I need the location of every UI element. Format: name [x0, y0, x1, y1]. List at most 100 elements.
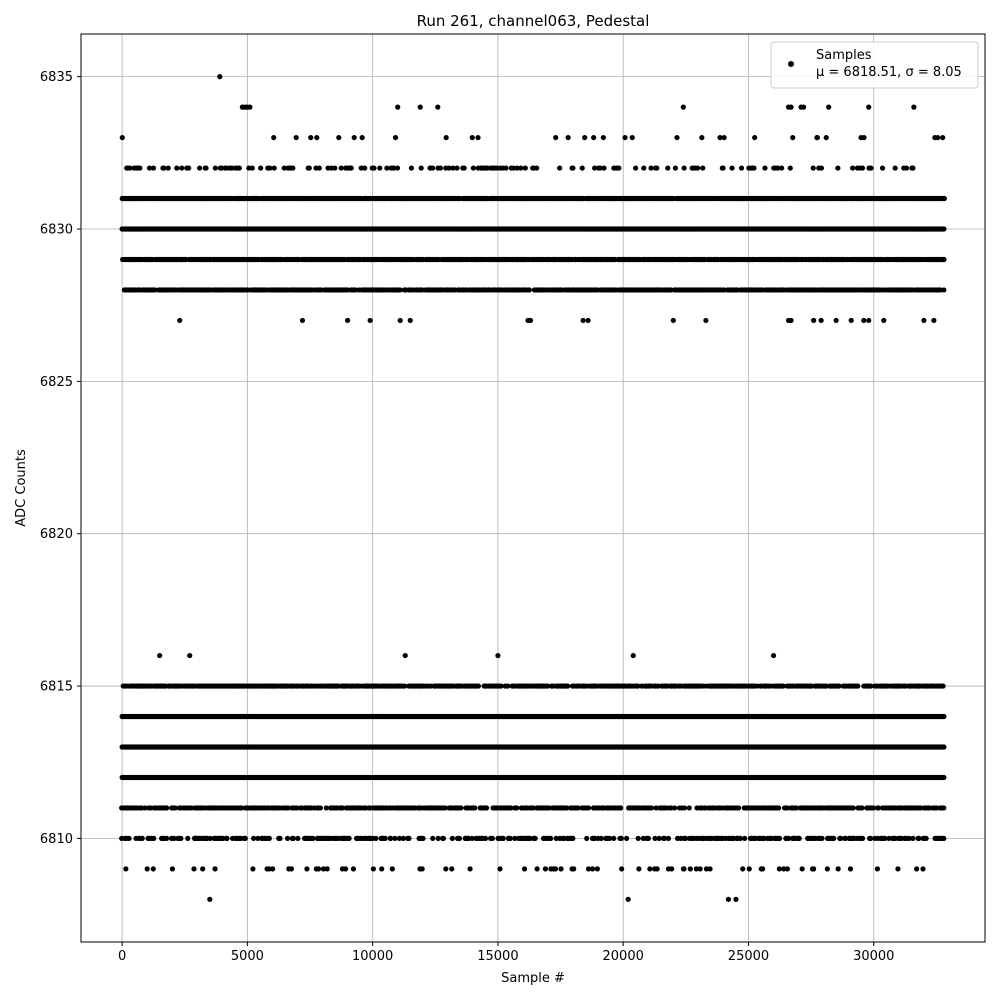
data-point [571, 866, 577, 872]
data-point [796, 835, 802, 842]
data-point [881, 317, 887, 324]
data-point [435, 835, 441, 842]
data-point [514, 805, 520, 811]
data-point [672, 805, 678, 811]
data-point [653, 805, 659, 811]
data-point [737, 835, 743, 842]
data-point [285, 805, 291, 811]
data-point [185, 835, 191, 842]
data-point [420, 835, 426, 842]
data-point [388, 835, 394, 842]
data-point [344, 317, 351, 324]
data-point [742, 835, 748, 842]
data-point [707, 866, 713, 872]
data-point [598, 835, 604, 842]
data-point [590, 866, 596, 872]
data-point [191, 866, 197, 872]
data-point [370, 866, 376, 872]
data-point [250, 866, 256, 872]
data-point [594, 866, 600, 872]
data-point [776, 805, 782, 811]
data-point [682, 835, 689, 842]
data-point [382, 835, 388, 842]
data-point [703, 866, 710, 872]
data-points [119, 74, 947, 902]
data-point [940, 683, 946, 689]
data-point [294, 805, 300, 811]
data-point [784, 805, 790, 811]
data-point [868, 683, 874, 689]
data-point [776, 866, 782, 872]
data-point [126, 835, 132, 842]
data-point [402, 652, 408, 659]
data-point [277, 835, 283, 842]
data-point [645, 835, 651, 842]
data-point [647, 866, 653, 872]
data-point [931, 317, 937, 324]
data-point [618, 805, 624, 811]
data-point [780, 683, 787, 689]
data-point [299, 317, 306, 324]
data-point [941, 287, 947, 293]
data-point [941, 744, 947, 750]
data-point [725, 896, 732, 902]
data-point [746, 866, 752, 872]
data-point [456, 835, 463, 842]
data-point [861, 317, 867, 324]
data-point [290, 835, 297, 842]
data-point [123, 866, 129, 872]
data-point [430, 835, 436, 842]
data-point [611, 835, 617, 842]
data-point [855, 683, 861, 689]
data-point [921, 317, 927, 324]
data-point [623, 835, 630, 842]
data-point [177, 317, 183, 324]
data-point [310, 835, 316, 842]
data-point [507, 835, 514, 842]
data-point [941, 713, 947, 720]
data-point [548, 835, 554, 842]
data-point [392, 835, 398, 842]
data-point [784, 866, 790, 872]
data-point [212, 866, 218, 872]
data-point [575, 805, 581, 811]
data-point [665, 835, 672, 842]
data-point [139, 835, 145, 842]
data-point [850, 805, 856, 811]
data-point [836, 683, 842, 689]
data-point [320, 866, 327, 872]
data-point [527, 317, 534, 324]
data-point [449, 835, 456, 842]
data-point [625, 896, 631, 902]
data-point [811, 317, 817, 324]
data-point [776, 835, 783, 842]
data-point [654, 866, 660, 872]
data-point [497, 866, 503, 872]
data-point [449, 866, 455, 872]
data-point [585, 317, 591, 324]
data-point [860, 835, 866, 842]
data-point [848, 317, 854, 324]
data-point [440, 835, 447, 842]
data-point [636, 866, 642, 872]
data-point [941, 805, 947, 811]
data-point [508, 805, 514, 811]
data-point [916, 835, 922, 842]
data-point [489, 835, 496, 842]
data-point [847, 866, 854, 872]
data-point [498, 683, 504, 689]
data-point [483, 805, 490, 811]
data-point [831, 835, 837, 842]
data-point [401, 683, 408, 689]
data-point [736, 805, 742, 811]
data-point [379, 866, 385, 872]
data-point [859, 805, 865, 811]
data-point [242, 835, 248, 842]
data-point [532, 835, 538, 842]
data-point [350, 866, 357, 872]
data-point [740, 866, 746, 872]
data-point [266, 866, 272, 872]
data-point [818, 317, 824, 324]
data-point [495, 652, 501, 659]
